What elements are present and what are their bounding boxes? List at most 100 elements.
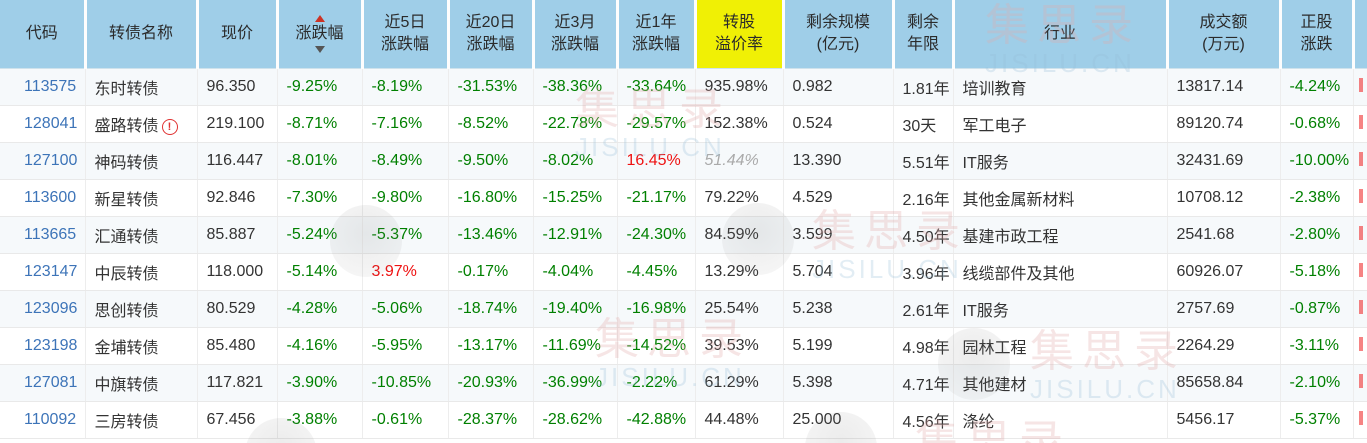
- cell-d5: -10.85%: [362, 364, 449, 402]
- cell-name[interactable]: 金埔转债: [85, 327, 198, 365]
- bond-name-link[interactable]: 盛路转债: [94, 118, 159, 135]
- cell-y1: -4.45%: [617, 253, 696, 291]
- cell-chg: -4.28%: [277, 290, 363, 328]
- bond-name-link[interactable]: 金埔转债: [94, 340, 159, 357]
- cell-m3: -28.62%: [533, 401, 618, 439]
- col-header-label: 转股: [722, 14, 755, 31]
- col-header-label: 涨跌幅: [466, 36, 515, 53]
- cell-code[interactable]: 113575: [0, 68, 86, 106]
- cell-name[interactable]: 东时转债: [85, 68, 198, 106]
- cell-code[interactable]: 123147: [0, 253, 86, 291]
- cell-turnover: 60926.07: [1167, 253, 1281, 291]
- clipped-next-column-fragment: [1358, 151, 1363, 166]
- cell-name[interactable]: 三房转债: [85, 401, 198, 439]
- bond-name-link[interactable]: 中旗转债: [94, 377, 159, 394]
- cell-y1: -42.88%: [617, 401, 696, 439]
- cell-name[interactable]: 盛路转债!: [85, 105, 198, 143]
- cell-years: 3.96年: [893, 253, 954, 291]
- bond-name-link[interactable]: 思创转债: [94, 303, 159, 320]
- cell-d20: -20.93%: [448, 364, 534, 402]
- cell-code[interactable]: 123096: [0, 290, 86, 328]
- cell-code[interactable]: 128041: [0, 105, 86, 143]
- cell-chg: -5.24%: [277, 216, 363, 254]
- col-header-price[interactable]: 现价: [197, 0, 279, 69]
- cell-code[interactable]: 127081: [0, 364, 86, 402]
- col-header-name[interactable]: 转债名称: [85, 0, 199, 69]
- col-header-industry[interactable]: 行业: [953, 0, 1169, 69]
- col-header-d20[interactable]: 近20日 涨跌幅: [448, 0, 535, 69]
- col-header-label: (万元): [1202, 36, 1245, 53]
- clipped-next-column-fragment: [1358, 410, 1363, 425]
- col-header-y1[interactable]: 近1年 涨跌幅: [617, 0, 697, 69]
- col-header-years[interactable]: 剩余 年限: [893, 0, 955, 69]
- cell-m3: -12.91%: [533, 216, 618, 254]
- cell-years: 4.56年: [893, 401, 954, 439]
- cell-extra: [1353, 179, 1367, 217]
- clipped-next-column-fragment: [1358, 225, 1363, 240]
- table-row: 123198 金埔转债 85.480 -4.16% -5.95% -13.17% -11.6…: [0, 327, 1367, 365]
- cell-d20: -16.80%: [448, 179, 534, 217]
- cell-industry: 线缆部件及其他: [953, 253, 1168, 291]
- col-header-label: 涨跌幅: [550, 36, 599, 53]
- cell-d20: -8.52%: [448, 105, 534, 143]
- clipped-next-column-fragment: [1358, 77, 1363, 92]
- cell-stock: -4.24%: [1280, 68, 1354, 106]
- cell-premium: 44.48%: [695, 401, 784, 439]
- clipped-next-column-fragment: [1358, 373, 1363, 388]
- alert-icon[interactable]: !: [161, 119, 178, 135]
- cell-premium: 61.29%: [695, 364, 784, 402]
- cell-name[interactable]: 新星转债: [85, 179, 198, 217]
- cell-name[interactable]: 思创转债: [85, 290, 198, 328]
- cell-stock: -2.10%: [1280, 364, 1354, 402]
- cell-premium: 152.38%: [695, 105, 784, 143]
- col-header-label: 代码: [25, 25, 58, 42]
- cell-industry: 基建市政工程: [953, 216, 1168, 254]
- clipped-next-column-fragment: [1358, 336, 1363, 351]
- col-header-label: 涨跌: [1300, 36, 1333, 53]
- cell-turnover: 13817.14: [1167, 68, 1281, 106]
- bond-name-link[interactable]: 神码转债: [94, 155, 159, 172]
- bond-name-link[interactable]: 新星转债: [94, 192, 159, 209]
- cell-premium: 79.22%: [695, 179, 784, 217]
- bond-name-link[interactable]: 三房转债: [94, 414, 159, 431]
- cell-extra: [1353, 216, 1367, 254]
- cell-stock: -5.37%: [1280, 401, 1354, 439]
- cell-chg: -8.01%: [277, 142, 363, 180]
- bond-name-link[interactable]: 中辰转债: [94, 266, 159, 283]
- col-header-turnover[interactable]: 成交额 (万元): [1167, 0, 1282, 69]
- sort-desc-icon[interactable]: [314, 46, 325, 53]
- cell-code[interactable]: 110092: [0, 401, 86, 439]
- cell-price: 117.821: [197, 364, 278, 402]
- cell-code[interactable]: 123198: [0, 327, 86, 365]
- cell-code[interactable]: 113600: [0, 179, 86, 217]
- col-header-stock[interactable]: 正股 涨跌: [1280, 0, 1355, 69]
- cell-code[interactable]: 113665: [0, 216, 86, 254]
- cell-name[interactable]: 中辰转债: [85, 253, 198, 291]
- cell-size: 5.199: [783, 327, 894, 365]
- bond-name-link[interactable]: 东时转债: [94, 81, 159, 98]
- cell-stock: -2.38%: [1280, 179, 1354, 217]
- col-header-label: 年限: [906, 36, 939, 53]
- col-header-code[interactable]: 代码: [0, 0, 87, 69]
- cell-price: 85.480: [197, 327, 278, 365]
- sort-asc-icon[interactable]: [314, 15, 325, 22]
- col-header-premium[interactable]: 转股 溢价率: [695, 0, 785, 69]
- cell-name[interactable]: 神码转债: [85, 142, 198, 180]
- cell-name[interactable]: 中旗转债: [85, 364, 198, 402]
- cell-stock: -2.80%: [1280, 216, 1354, 254]
- cell-chg: -7.30%: [277, 179, 363, 217]
- table-row: 128041 盛路转债! 219.100 -8.71% -7.16% -8.52% -22.…: [0, 105, 1367, 143]
- cell-name[interactable]: 汇通转债: [85, 216, 198, 254]
- cell-turnover: 89120.74: [1167, 105, 1281, 143]
- cell-turnover: 85658.84: [1167, 364, 1281, 402]
- cell-d20: -28.37%: [448, 401, 534, 439]
- col-header-chg[interactable]: 涨跌幅: [277, 0, 364, 69]
- cell-price: 118.000: [197, 253, 278, 291]
- cell-code[interactable]: 127100: [0, 142, 86, 180]
- col-header-size[interactable]: 剩余规模 (亿元): [783, 0, 895, 69]
- cell-d20: -9.50%: [448, 142, 534, 180]
- col-header-m3[interactable]: 近3月 涨跌幅: [533, 0, 619, 69]
- col-header-d5[interactable]: 近5日 涨跌幅: [362, 0, 450, 69]
- bond-name-link[interactable]: 汇通转债: [94, 229, 159, 246]
